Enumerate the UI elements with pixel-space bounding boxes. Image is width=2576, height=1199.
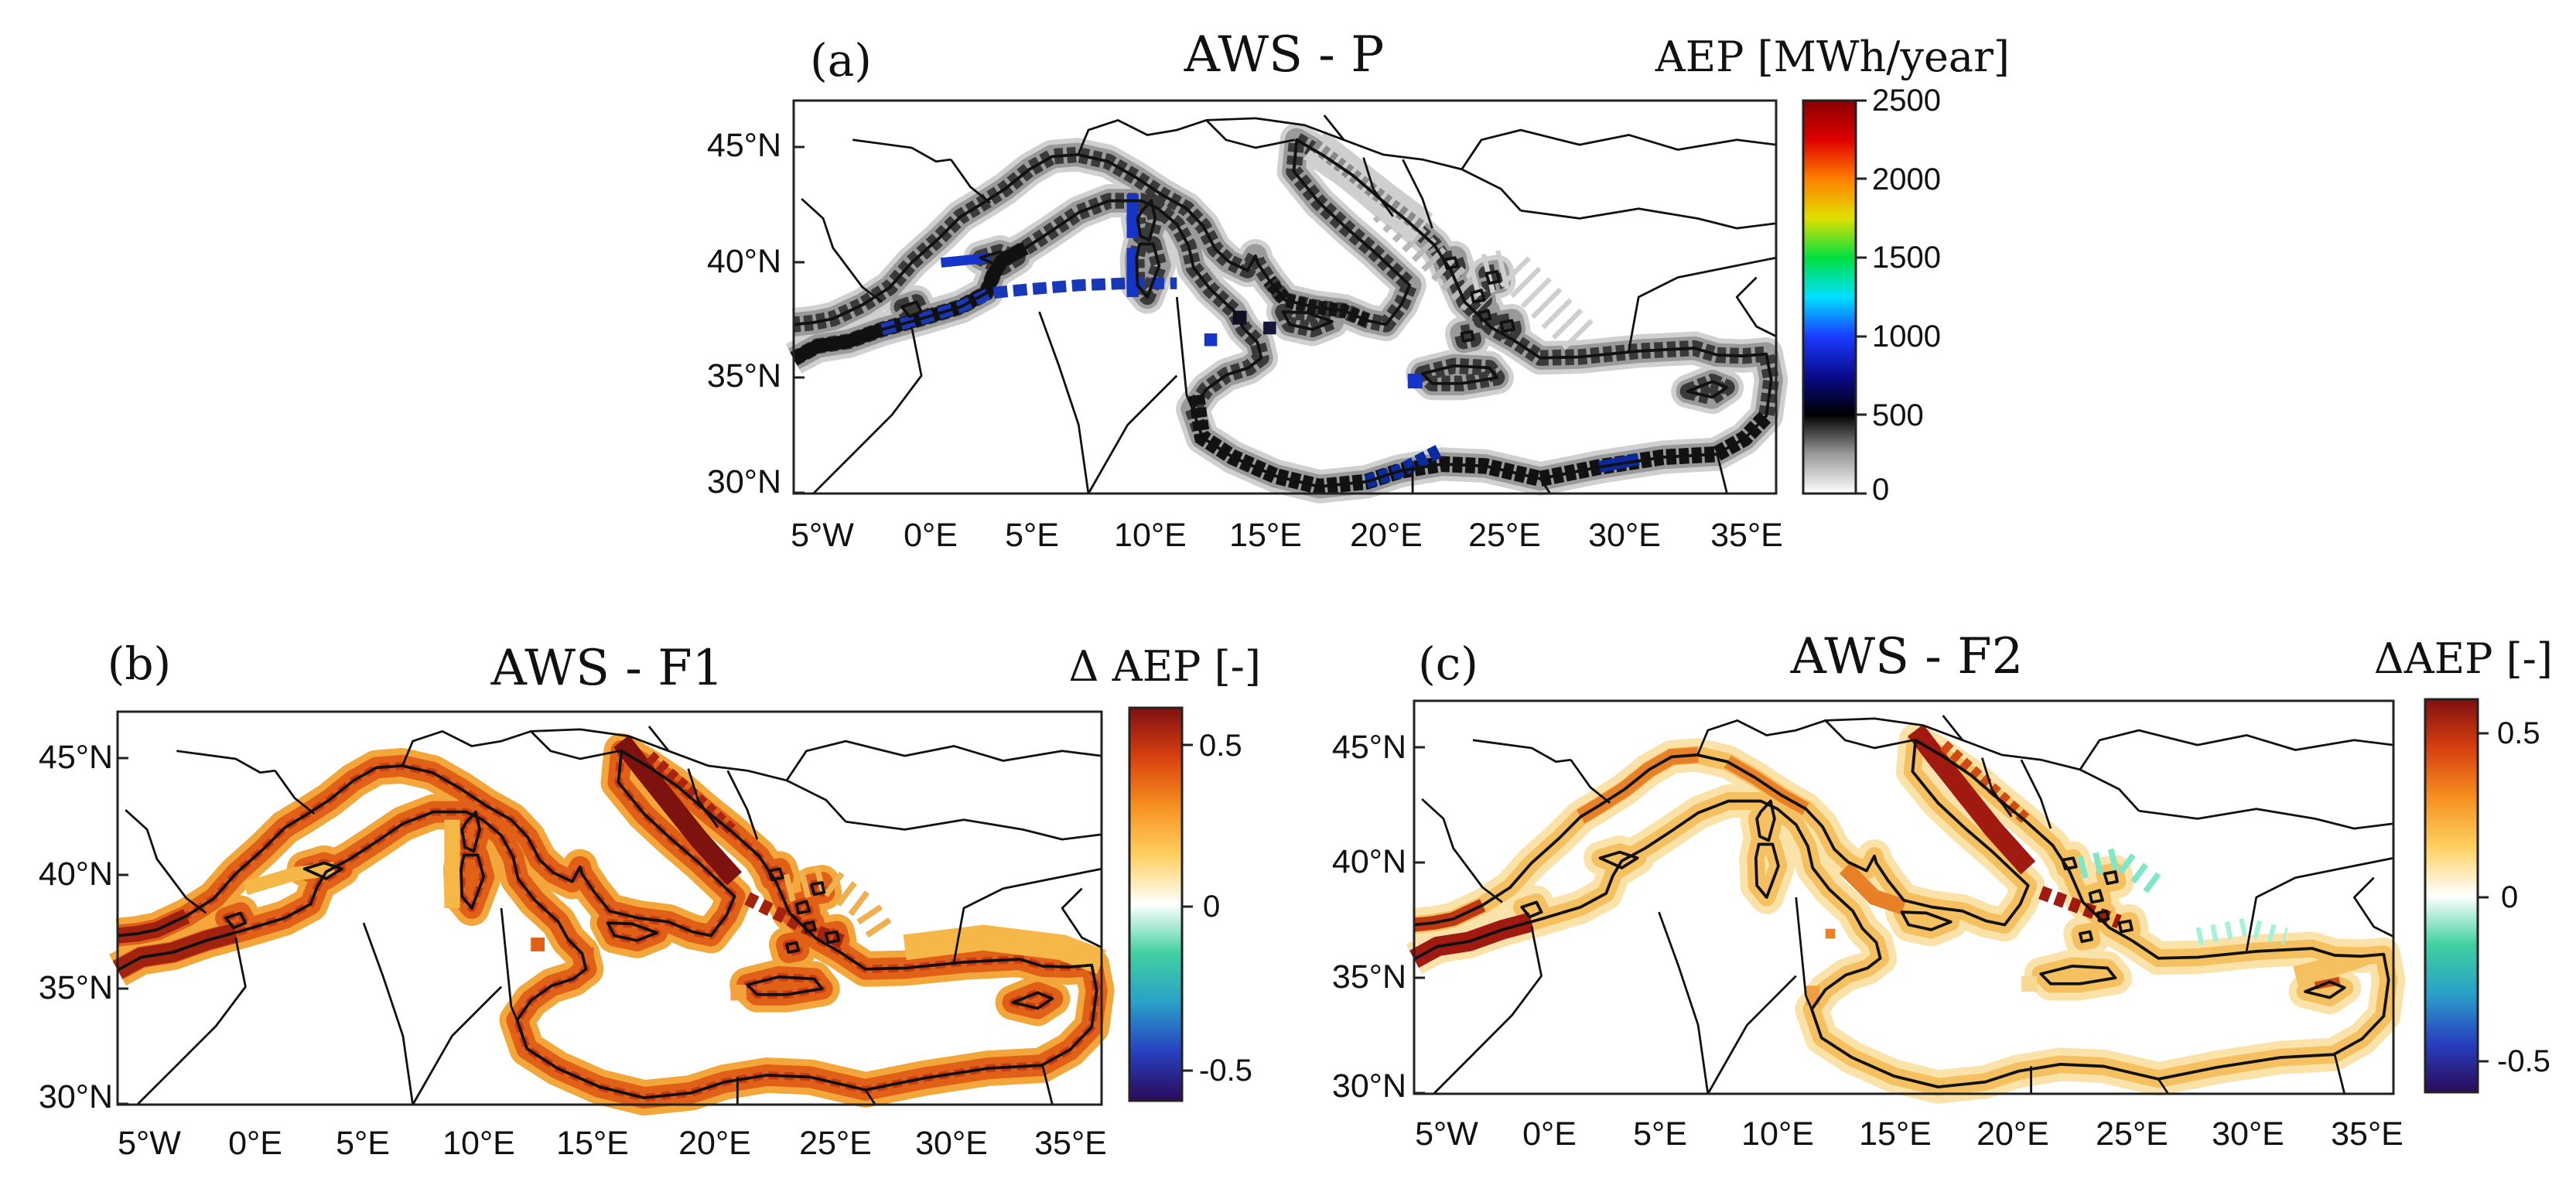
panel-b-colorbar: 0.5 0 -0.5: [1128, 706, 1252, 1102]
panel-b: [118, 712, 1102, 1105]
lat-tick-35: 35°N: [707, 357, 781, 395]
lon-tick-25e: 25°E: [1468, 517, 1541, 554]
cb-a-tick-2000: 2000: [1872, 162, 1941, 196]
panel-b-colorbar-label: Δ AEP [-]: [1069, 642, 1261, 691]
b-lon-tick-20e: 20°E: [678, 1125, 751, 1162]
c-lon-tick-30e: 30°E: [2212, 1115, 2284, 1153]
cb-b-tick-05: 0.5: [1199, 729, 1242, 763]
cb-a-tick-0: 0: [1872, 473, 1889, 507]
lat-tick-40: 40°N: [707, 243, 781, 280]
c-lon-tick-5w: 5°W: [1415, 1115, 1478, 1153]
panel-b-label: (b): [108, 637, 171, 690]
lon-tick-30e: 30°E: [1588, 517, 1661, 554]
panel-a-colorbar: 2500 2000 1500 1000 500 0: [1802, 84, 1941, 507]
c-lat-tick-30: 30°N: [1332, 1067, 1406, 1105]
lon-tick-5w: 5°W: [791, 517, 854, 554]
lon-tick-10e: 10°E: [1114, 517, 1187, 554]
b-lat-tick-40: 40°N: [39, 856, 113, 893]
c-lat-tick-45: 45°N: [1332, 729, 1406, 766]
panel-c: [1414, 701, 2393, 1094]
panel-b-lon-ticks: 5°W 0°E 5°E 10°E 15°E 20°E 25°E 30°E 35°…: [118, 1125, 1107, 1162]
cb-c-tick-0: 0: [2501, 880, 2518, 914]
b-lon-tick-15e: 15°E: [556, 1125, 629, 1162]
panel-a-lat-ticks: 45°N 40°N 35°N 30°N: [707, 127, 805, 500]
panel-a: [794, 101, 1776, 494]
panel-a-label: (a): [810, 34, 872, 87]
c-lon-tick-0e: 0°E: [1522, 1115, 1577, 1153]
panel-c-colorbar-label: ΔAEP [-]: [2374, 634, 2553, 683]
c-lon-tick-25e: 25°E: [2096, 1115, 2168, 1153]
b-lon-tick-10e: 10°E: [442, 1125, 515, 1162]
cb-b-tick-m05: -0.5: [1199, 1054, 1252, 1088]
c-lon-tick-5e: 5°E: [1633, 1115, 1687, 1153]
panel-b-title: AWS - F1: [490, 640, 724, 697]
b-lon-tick-5e: 5°E: [336, 1125, 390, 1162]
c-lon-tick-35e: 35°E: [2331, 1115, 2403, 1153]
cb-a-tick-1500: 1500: [1872, 241, 1941, 275]
b-lat-tick-45: 45°N: [39, 739, 113, 776]
b-lon-tick-35e: 35°E: [1034, 1125, 1107, 1162]
panel-a-lon-ticks: 5°W 0°E 5°E 10°E 15°E 20°E 25°E 30°E 35°…: [791, 517, 1783, 554]
b-lat-tick-30: 30°N: [39, 1078, 113, 1115]
b-lon-tick-0e: 0°E: [228, 1125, 282, 1162]
lon-tick-35e: 35°E: [1710, 517, 1783, 554]
lon-tick-0e: 0°E: [904, 517, 958, 554]
cb-c-tick-05: 0.5: [2497, 716, 2540, 750]
lat-tick-30: 30°N: [707, 463, 781, 500]
cb-a-tick-500: 500: [1872, 398, 1924, 432]
panel-c-title: AWS - F2: [1790, 628, 2024, 685]
panel-a-colorbar-label: AEP [MWh/year]: [1655, 32, 2010, 81]
cb-b-tick-0: 0: [1203, 890, 1220, 924]
lon-tick-20e: 20°E: [1350, 517, 1423, 554]
b-lon-tick-5w: 5°W: [118, 1125, 181, 1162]
b-lon-tick-30e: 30°E: [915, 1125, 988, 1162]
c-lat-tick-40: 40°N: [1332, 843, 1406, 880]
cb-a-tick-2500: 2500: [1872, 84, 1941, 118]
panel-c-lon-ticks: 5°W 0°E 5°E 10°E 15°E 20°E 25°E 30°E 35°…: [1415, 1115, 2403, 1153]
b-lon-tick-25e: 25°E: [799, 1125, 872, 1162]
c-lon-tick-20e: 20°E: [1976, 1115, 2049, 1153]
c-lon-tick-15e: 15°E: [1859, 1115, 1932, 1153]
panel-b-lat-ticks: 45°N 40°N 35°N 30°N: [39, 739, 128, 1115]
cb-a-tick-1000: 1000: [1872, 319, 1941, 354]
cb-c-tick-m05: -0.5: [2497, 1044, 2550, 1078]
lat-tick-45: 45°N: [707, 127, 781, 164]
c-lat-tick-35: 35°N: [1332, 958, 1406, 996]
panel-c-colorbar: 0.5 0 -0.5: [2424, 698, 2550, 1094]
b-lat-tick-35: 35°N: [39, 969, 113, 1006]
lon-tick-15e: 15°E: [1229, 517, 1302, 554]
lon-tick-5e: 5°E: [1005, 517, 1059, 554]
panel-c-label: (c): [1418, 637, 1478, 690]
panel-c-lat-ticks: 45°N 40°N 35°N 30°N: [1332, 729, 1425, 1105]
c-lon-tick-10e: 10°E: [1741, 1115, 1814, 1153]
panel-a-title: AWS - P: [1184, 26, 1385, 84]
